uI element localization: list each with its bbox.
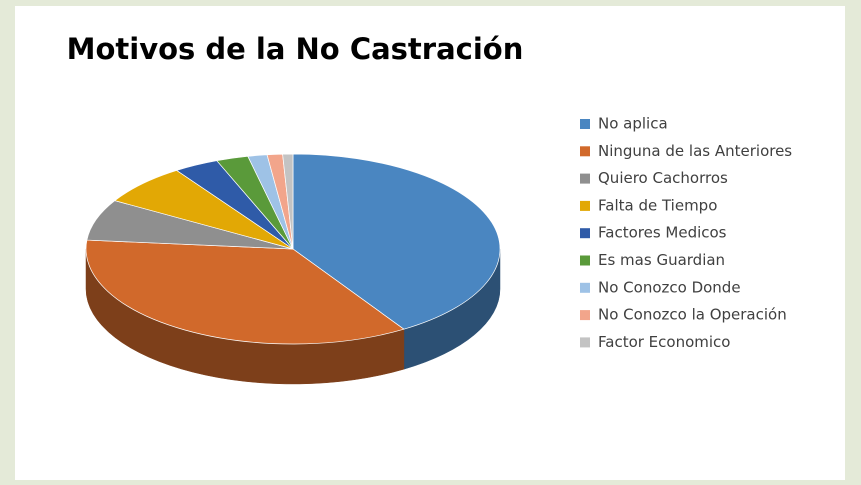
- legend-label: Factores Medicos: [598, 224, 727, 242]
- legend-swatch: [580, 282, 590, 293]
- pie-slice: [85, 239, 405, 345]
- pie-slice: [292, 153, 501, 330]
- legend-label: No Conozco la Operación: [598, 306, 787, 324]
- chart: Motivos de la No Castración No aplica Nin…: [67, 32, 792, 385]
- legend-swatch: [580, 337, 590, 348]
- chart-area: Motivos de la No Castración No aplica Nin…: [15, 6, 845, 480]
- legend-swatch: [580, 146, 590, 157]
- legend-label: Quiero Cachorros: [598, 169, 728, 187]
- legend-swatch: [580, 310, 590, 321]
- legend-label: Ninguna de las Anteriores: [598, 142, 792, 160]
- legend-label: No Conozco Donde: [598, 278, 741, 296]
- legend-swatch: [580, 119, 590, 129]
- legend-swatch: [580, 228, 590, 239]
- pie-slice: [282, 153, 294, 250]
- legend-swatch: [580, 200, 590, 211]
- legend-label: Factor Economico: [598, 333, 730, 351]
- chart-title: Motivos de la No Castración: [67, 32, 524, 66]
- legend-label: Falta de Tiempo: [598, 196, 717, 214]
- legend-label: Es mas Guardian: [598, 251, 725, 269]
- legend-label: No aplica: [598, 115, 668, 133]
- legend-swatch: [580, 173, 590, 184]
- legend-swatch: [580, 255, 590, 266]
